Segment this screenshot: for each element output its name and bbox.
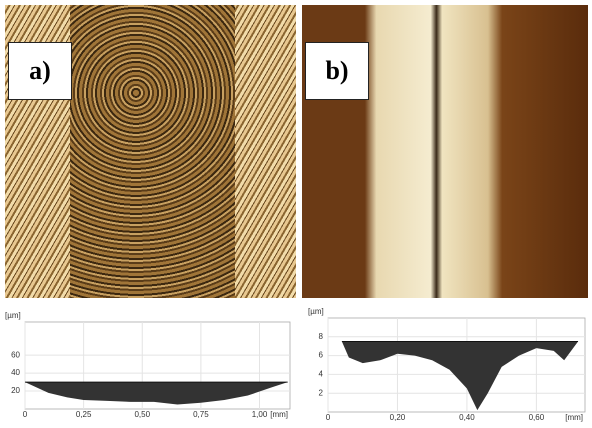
x-tick-label: 0 bbox=[326, 413, 331, 422]
x-tick-label: 0,60 bbox=[529, 413, 545, 422]
y-tick-label: 60 bbox=[11, 350, 20, 359]
x-tick-label: 0,20 bbox=[390, 413, 406, 422]
x-tick-label: 0,50 bbox=[134, 410, 150, 419]
y-tick-label: 40 bbox=[11, 368, 20, 377]
x-tick-label: 0,75 bbox=[193, 410, 209, 419]
x-tick-label: 0,25 bbox=[76, 410, 92, 419]
panel-label: b) bbox=[305, 42, 369, 100]
y-tick-label: 20 bbox=[11, 386, 20, 395]
profiles: 20 40 60 0 0,25 0,50 0,75 1,00 [µm] [mm] 2 4 6 8 0 0,20… bbox=[0, 300, 592, 428]
panel-label: a) bbox=[8, 42, 72, 100]
x-axis-label: [mm] bbox=[565, 413, 583, 422]
y-tick-label: 2 bbox=[319, 388, 324, 397]
page: a) b) 20406000,250,500,751,00[µm][mm]246… bbox=[0, 0, 592, 428]
x-tick-label: 0,40 bbox=[459, 413, 475, 422]
y-tick-label: 6 bbox=[319, 351, 324, 360]
y-axis-label: [µm] bbox=[308, 307, 324, 316]
y-tick-label: 8 bbox=[319, 332, 324, 341]
x-axis-label: [mm] bbox=[270, 410, 288, 419]
x-tick-label: 0 bbox=[23, 410, 28, 419]
y-axis-label: [µm] bbox=[5, 311, 21, 320]
x-tick-label: 1,00 bbox=[252, 410, 268, 419]
y-tick-label: 4 bbox=[319, 370, 324, 379]
